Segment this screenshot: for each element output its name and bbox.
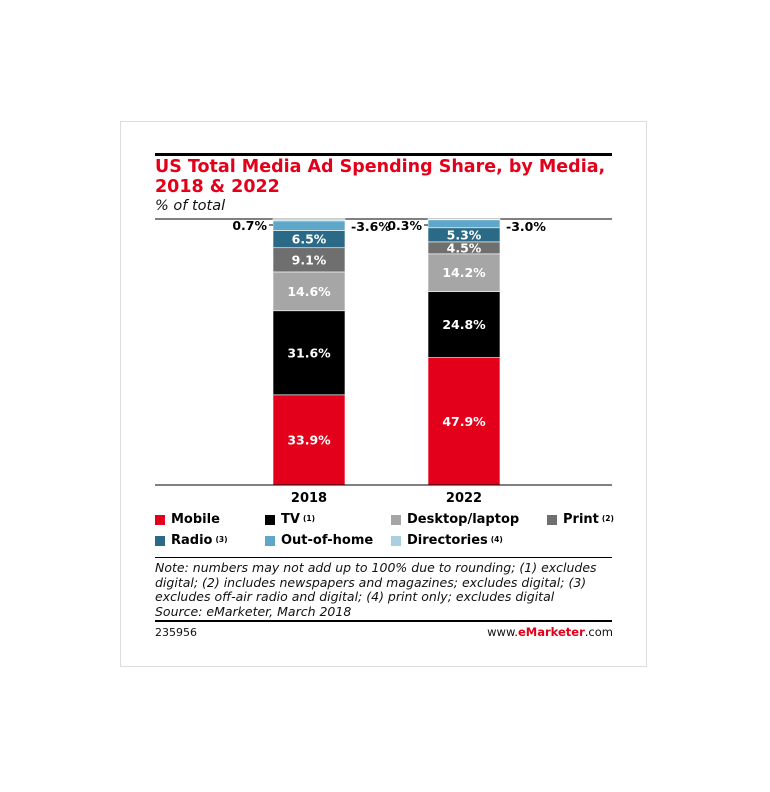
brand-link[interactable]: www.eMarketer.com bbox=[487, 625, 613, 639]
legend-footnote-print: (2) bbox=[601, 514, 614, 523]
bottom-rule bbox=[155, 620, 612, 622]
note-line-1: Note: numbers may not add up to 100% due… bbox=[155, 560, 597, 575]
legend-label-directories: Directories bbox=[407, 533, 488, 548]
data-label-desktop-laptop-2022: 14.2% bbox=[442, 265, 486, 280]
bar-segment-out-of-home-2018 bbox=[272, 220, 346, 231]
legend-swatch-tv bbox=[265, 514, 275, 525]
brand-suffix: .com bbox=[584, 625, 613, 639]
legend-item-directories: Directories (4) bbox=[391, 533, 503, 548]
data-label-desktop-laptop-2018: 14.6% bbox=[287, 284, 331, 299]
legend-footnote-directories: (4) bbox=[490, 535, 503, 544]
legend-footnote-tv: (1) bbox=[302, 514, 316, 523]
bar-segment-desktop-laptop-2022 bbox=[427, 253, 501, 292]
legend: Mobile TV (1) Desktop/laptop Print (2) R… bbox=[155, 512, 625, 556]
data-label-radio-2022: 5.3% bbox=[447, 227, 482, 242]
bar-segment-out-of-home-2022 bbox=[427, 219, 501, 229]
data-label-print-2022: 4.5% bbox=[447, 240, 482, 255]
data-label-out-of-home-2018: -3.6% bbox=[351, 219, 391, 234]
chart-card bbox=[120, 121, 647, 667]
bar-segment-print-2018 bbox=[272, 247, 346, 273]
bar-segment-directories-2018 bbox=[272, 218, 346, 222]
legend-swatch-directories bbox=[391, 535, 401, 546]
legend-swatch-print bbox=[547, 514, 557, 525]
legend-item-desktop-laptop: Desktop/laptop bbox=[391, 512, 522, 527]
bar-segment-mobile-2022 bbox=[427, 357, 501, 486]
x-tick-label-2018: 2018 bbox=[291, 491, 327, 506]
x-tick-label-2022: 2022 bbox=[446, 491, 482, 506]
legend-label-mobile: Mobile bbox=[171, 512, 220, 527]
legend-label-out-of-home: Out-of-home bbox=[281, 533, 374, 548]
bar-segment-tv-2018 bbox=[272, 310, 346, 396]
legend-swatch-mobile bbox=[155, 514, 165, 525]
legend-item-radio: Radio (3) bbox=[155, 533, 228, 548]
brand-name: eMarketer bbox=[517, 625, 585, 639]
note-line-2: digital; (2) includes newspapers and mag… bbox=[155, 574, 587, 590]
legend-label-radio: Radio bbox=[171, 533, 213, 548]
legend-label-tv: TV bbox=[281, 512, 300, 527]
data-label-print-2018: 9.1% bbox=[292, 252, 327, 267]
data-label-tv-2022: 24.8% bbox=[442, 317, 486, 332]
bar-segment-directories-2022 bbox=[427, 218, 501, 221]
bar-segment-desktop-laptop-2018 bbox=[272, 271, 346, 312]
legend-label-print: Print bbox=[563, 512, 599, 527]
bar-segment-mobile-2018 bbox=[272, 394, 346, 486]
data-label-directories-2018: 0.7% bbox=[232, 218, 267, 233]
legend-item-out-of-home: Out-of-home bbox=[265, 533, 376, 548]
bar-segment-tv-2022 bbox=[427, 291, 501, 358]
data-label-out-of-home-2022: -3.0% bbox=[506, 219, 546, 234]
data-label-radio-2018: 6.5% bbox=[292, 232, 327, 247]
chart-subtitle: % of total bbox=[155, 198, 226, 214]
data-label-directories-2022: 0.3% bbox=[387, 218, 422, 233]
legend-swatch-radio bbox=[155, 535, 165, 546]
legend-swatch-out-of-home bbox=[265, 535, 275, 546]
legend-item-print: Print (2) bbox=[547, 512, 614, 527]
data-label-mobile-2022: 47.9% bbox=[442, 414, 486, 429]
legend-swatch-desktop-laptop bbox=[391, 514, 401, 525]
legend-item-mobile: Mobile bbox=[155, 512, 223, 527]
note-line-3: excludes off-air radio and digital; (4) … bbox=[155, 589, 555, 605]
note-source: Source: eMarketer, March 2018 bbox=[155, 603, 352, 619]
brand-prefix: www. bbox=[487, 625, 518, 639]
top-rule bbox=[155, 153, 612, 156]
legend-label-desktop-laptop: Desktop/laptop bbox=[407, 512, 520, 527]
data-label-tv-2018: 31.6% bbox=[287, 345, 331, 360]
chart-note: Note: numbers may not add up to 100% due… bbox=[155, 560, 615, 619]
chart-id: 235956 bbox=[155, 626, 197, 639]
legend-footnote-radio: (3) bbox=[215, 535, 228, 544]
chart-title: US Total Media Ad Spending Share, by Med… bbox=[155, 157, 606, 197]
data-label-mobile-2018: 33.9% bbox=[287, 432, 331, 447]
legend-item-tv: TV (1) bbox=[265, 512, 315, 527]
note-rule bbox=[155, 557, 612, 558]
